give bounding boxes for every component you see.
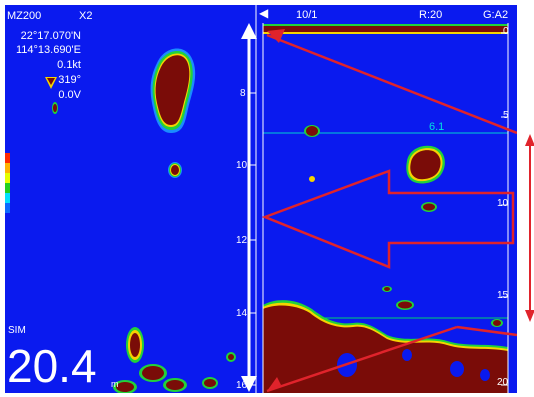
r-value: R:20 (419, 9, 443, 21)
longitude: 114°13.690'E (15, 44, 81, 56)
right-tick-20: 20 (497, 377, 509, 388)
bottom-targets (113, 327, 236, 393)
zoom-range-arrow (241, 23, 257, 392)
display-frame: MZ200 X2 22°17.070'N 114°13.690'E 0.1kt … (5, 5, 517, 393)
zoom-label: X2 (79, 10, 93, 22)
gain-label: G:A2 (483, 9, 509, 21)
mode-label: MZ200 (7, 10, 42, 22)
fish-target-large (150, 48, 196, 133)
history-fish-targets (304, 125, 445, 212)
seabed-return (263, 286, 508, 393)
left-tick-16: 16 (236, 380, 248, 391)
fish-target-small (168, 162, 182, 178)
voltage: 0.0V (58, 89, 81, 101)
right-tick-10: 10 (497, 198, 509, 209)
right-tick-0: 0 (503, 26, 509, 37)
latitude: 22°17.070'N (20, 30, 81, 42)
range-label: 10/1 (296, 9, 318, 21)
depth-unit: m (111, 379, 119, 389)
depth-readout: 20.4 (7, 340, 97, 392)
left-tick-8: 8 (240, 88, 246, 99)
history-echogram (257, 5, 517, 393)
zoom-pane[interactable]: MZ200 X2 22°17.070'N 114°13.690'E 0.1kt … (5, 5, 257, 393)
right-tick-5: 5 (503, 110, 509, 121)
zoom-window-indicator (261, 29, 517, 393)
sonar-history-pane[interactable]: ◀ 10/1 R:20 G:A2 0 5 10 15 20 6.1 (257, 5, 517, 393)
left-tick-12: 12 (236, 235, 248, 246)
left-tick-14: 14 (236, 308, 248, 319)
back-arrow-icon[interactable]: ◀ (259, 6, 269, 20)
right-tick-15: 15 (497, 290, 509, 301)
left-tick-10: 10 (236, 160, 248, 171)
heading: 319° (58, 74, 81, 86)
sim-label: SIM (8, 325, 26, 336)
zoom-echogram (5, 5, 257, 393)
depth-marker-label: 6.1 (429, 121, 445, 133)
range-double-arrow (525, 134, 534, 322)
speed: 0.1kt (57, 59, 81, 71)
color-legend (5, 153, 10, 213)
